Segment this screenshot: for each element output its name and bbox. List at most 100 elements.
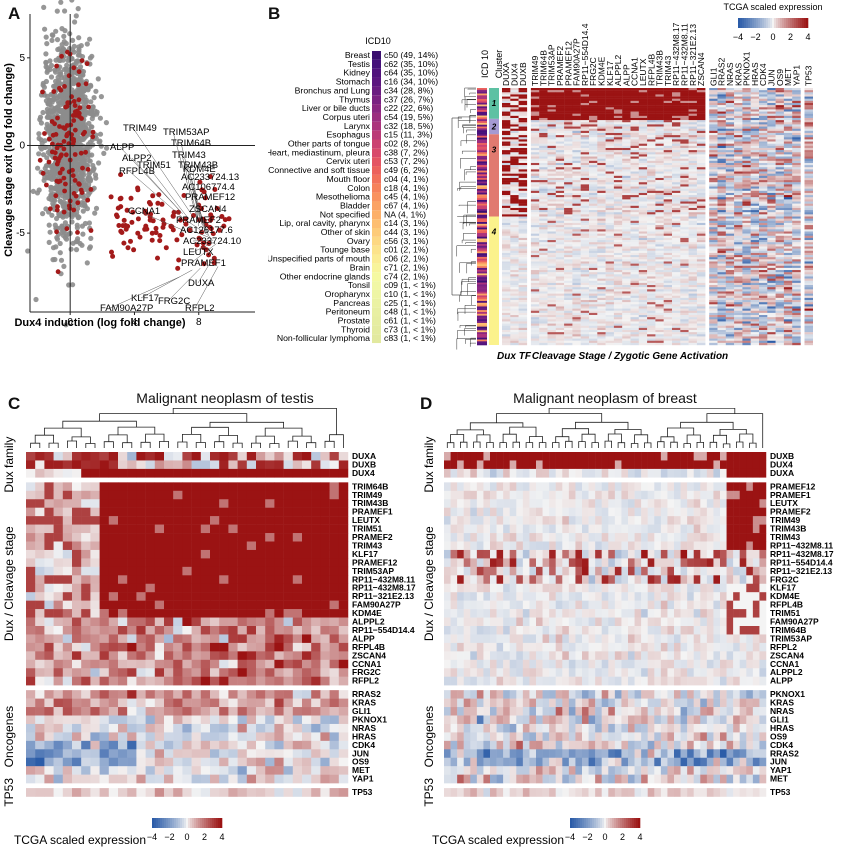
- heatmap-cell: [696, 197, 706, 200]
- heatmap-cell: [622, 188, 631, 192]
- heatmap-cell: [775, 244, 785, 247]
- point-label: TRIM43B: [178, 160, 218, 171]
- heatmap-cell: [804, 113, 813, 117]
- heatmap-cell: [580, 171, 590, 174]
- heatmap-cell: [589, 186, 598, 189]
- heatmap-cell: [750, 216, 760, 219]
- heatmap-cell: [597, 130, 606, 134]
- heatmap-cell: [630, 192, 639, 196]
- heatmap-cell: [767, 165, 776, 168]
- heatmap-cell: [734, 252, 743, 256]
- heatmap-cell: [804, 248, 813, 251]
- heatmap-cell: [709, 145, 718, 149]
- icd10-swatch: [372, 166, 381, 175]
- heatmap-cell: [804, 227, 813, 230]
- heatmap-cell: [502, 233, 511, 236]
- heatmap-cell: [709, 227, 718, 230]
- heatmap-cell: [518, 147, 528, 151]
- heatmap-cell: [502, 96, 511, 99]
- scatter-point-highlighted: [64, 226, 70, 232]
- heatmap-cell: [804, 111, 813, 114]
- scatter-point-background: [98, 143, 104, 149]
- heatmap-cell: [750, 117, 760, 121]
- heatmap-cell: [613, 141, 623, 144]
- heatmap-cell: [589, 177, 598, 181]
- heatmap-cell: [725, 237, 735, 241]
- scatter-point-highlighted: [83, 149, 88, 155]
- heatmap-cell: [792, 130, 801, 134]
- heatmap-cell: [750, 165, 760, 168]
- heatmap-cell: [688, 231, 698, 234]
- heatmap-cell: [630, 255, 639, 258]
- heatmap-cell: [767, 201, 776, 204]
- heatmap-cell: [792, 124, 801, 127]
- icd10-annotation-cell: [477, 157, 487, 160]
- heatmap-cell: [783, 130, 793, 134]
- heatmap-cell: [767, 182, 776, 185]
- scatter-point-background: [35, 165, 41, 171]
- scatter-point-background: [82, 220, 88, 227]
- heatmap-cell: [638, 107, 648, 110]
- heatmap-cell: [564, 199, 573, 202]
- heatmap-cell: [647, 248, 656, 251]
- heatmap-cell: [783, 128, 793, 132]
- heatmap-cell: [547, 126, 556, 129]
- heatmap-cell: [775, 180, 785, 183]
- heatmap-cell: [663, 139, 673, 142]
- heatmap-cell: [638, 186, 648, 189]
- heatmap-cell: [709, 218, 718, 221]
- heatmap-cell: [630, 248, 639, 251]
- heatmap-cell: [622, 102, 631, 106]
- heatmap-cell: [696, 120, 706, 123]
- heatmap-cell: [759, 145, 768, 149]
- heatmap-cell: [655, 195, 664, 198]
- heatmap-cell: [589, 94, 598, 97]
- heatmap-cell: [688, 169, 698, 172]
- heatmap-cell: [638, 240, 648, 243]
- heatmap-cell: [725, 201, 735, 204]
- scatter-point-highlighted: [135, 185, 141, 191]
- icd10-annotation-cell: [477, 179, 487, 182]
- icd10-category-label: Kidney: [343, 68, 370, 78]
- heatmap-cell: [663, 145, 673, 149]
- heatmap-cell: [759, 205, 768, 209]
- heatmap-cell: [717, 120, 726, 123]
- scatter-point-highlighted: [47, 136, 52, 142]
- heatmap-cell: [680, 227, 689, 230]
- heatmap-cell: [750, 171, 760, 174]
- heatmap-cell: [530, 229, 540, 232]
- heatmap-cell: [630, 171, 639, 174]
- heatmap-cell: [510, 139, 519, 142]
- heatmap-cell: [750, 210, 760, 213]
- heatmap-cell: [647, 184, 656, 187]
- icd10-swatch: [372, 68, 381, 78]
- heatmap-cell: [680, 169, 689, 172]
- scatter-point-background: [36, 135, 42, 141]
- heatmap-cell: [734, 235, 743, 239]
- heatmap-cell: [783, 132, 793, 136]
- heatmap-cell: [804, 145, 813, 149]
- heatmap-cell: [622, 242, 631, 245]
- heatmap-cell: [589, 165, 598, 168]
- scatter-point-background: [58, 0, 64, 5]
- heatmap-cell: [767, 158, 776, 162]
- heatmap-cell: [647, 190, 656, 194]
- heatmap-cell: [804, 212, 813, 215]
- heatmap-cell: [547, 201, 556, 204]
- heatmap-cell: [605, 227, 615, 230]
- heatmap-cell: [804, 126, 813, 129]
- scatter-point-background: [57, 240, 63, 247]
- point-label: RFPL4B: [119, 166, 155, 177]
- heatmap-cell: [547, 177, 556, 181]
- heatmap-cell: [792, 207, 801, 211]
- heatmap-cell: [647, 94, 656, 97]
- heatmap-cell: [759, 192, 768, 196]
- scatter-point-highlighted: [88, 187, 94, 192]
- heatmap-cell: [742, 231, 751, 234]
- heatmap-cell: [502, 156, 511, 159]
- heatmap-cell: [555, 154, 565, 157]
- heatmap-cell: [518, 158, 528, 162]
- heatmap-cell: [709, 111, 718, 114]
- heatmap-cell: [792, 126, 801, 129]
- heatmap-cell: [655, 141, 664, 144]
